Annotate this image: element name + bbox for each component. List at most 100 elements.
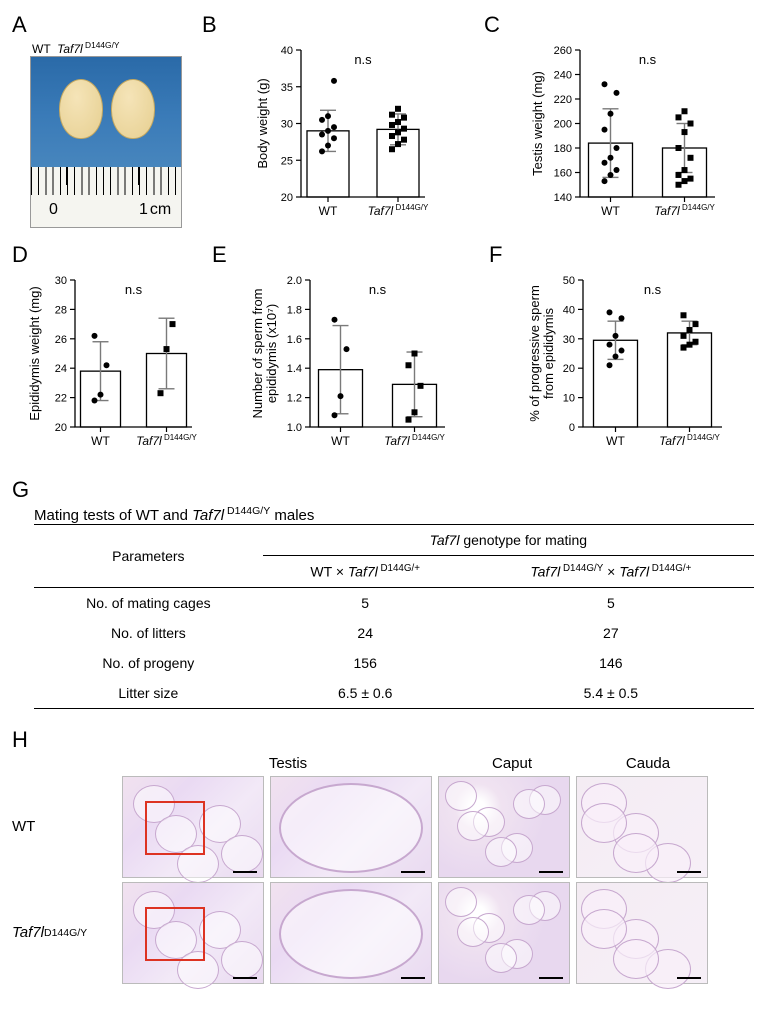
svg-text:25: 25 [281,155,293,167]
svg-text:n.s: n.s [644,282,662,297]
ruler-one: 1cm [139,201,171,219]
panel-d-letter: D [12,242,28,268]
svg-text:28: 28 [54,304,66,316]
panel-b-letter: B [202,12,217,38]
svg-text:140: 140 [553,192,571,204]
svg-text:2.0: 2.0 [287,275,302,287]
svg-text:from epididymis: from epididymis [541,307,556,399]
svg-text:Body weight (g): Body weight (g) [255,78,270,168]
panel-g-letter: G [12,477,766,503]
panel-c-chart: 140160180200220240260Testis weight (mg)W… [528,40,723,225]
panel-h: H Testis Caput Cauda WTTaf7l D144G/Y [12,727,766,984]
panel-f-chart: 01020304050% of progressive spermfrom ep… [525,270,730,455]
table-row: No. of mating cages55 [34,587,754,618]
svg-text:30: 30 [281,119,293,131]
panel-b: B 2025303540Body weight (g)WTTaf7l D144G… [202,12,484,228]
genotype-header: Taf7l genotype for mating [263,525,754,556]
svg-text:1.8: 1.8 [287,304,302,316]
histo-cauda [576,776,708,878]
panel-h-col-labels: Testis Caput Cauda [132,755,766,772]
svg-text:20: 20 [281,192,293,204]
table-row: Litter size6.5 ± 0.65.4 ± 0.5 [34,678,754,709]
svg-text:Taf7l D144G/Y: Taf7l D144G/Y [368,203,429,218]
panel-e-chart: 1.0 1.2 1.4 1.6 1.8 2.0 Number of sperm fromep… [248,270,453,455]
svg-text:26: 26 [54,334,66,346]
svg-text:35: 35 [281,82,293,94]
svg-text:n.s: n.s [354,52,372,67]
ruler: 0 1cm [31,167,181,227]
histology-row-label: Taf7l D144G/Y [12,882,122,984]
svg-text:WT: WT [606,434,625,448]
panel-c-letter: C [484,12,500,38]
histo-caput [438,882,570,984]
col1-header: WT × Taf7l D144G/+ [263,556,468,588]
svg-text:Epididymis weight (mg): Epididymis weight (mg) [27,286,42,420]
svg-text:20: 20 [54,422,66,434]
svg-text:20: 20 [563,363,575,375]
col2-header: Taf7l D144G/Y × Taf7l D144G/+ [468,556,754,588]
panel-c: C 140160180200220240260Testis weight (mg… [484,12,766,228]
svg-text:1.0: 1.0 [287,422,302,434]
svg-text:Number of sperm from: Number of sperm from [250,288,265,418]
h-label-testis: Testis [132,755,444,772]
table-row: No. of progeny156146 [34,648,754,678]
svg-text:n.s: n.s [124,282,142,297]
histo-testis-zoom [270,776,432,878]
svg-text:50: 50 [563,275,575,287]
panel-g-title: Mating tests of WT and Taf7l D144G/Y mal… [34,505,766,524]
panel-a-wt: WT [32,42,50,56]
svg-text:0: 0 [569,422,575,434]
svg-text:Taf7l D144G/Y: Taf7l D144G/Y [384,433,445,448]
histology-row: WT [12,776,766,878]
svg-text:WT: WT [91,434,110,448]
svg-text:epididymis (x10⁷): epididymis (x10⁷) [264,304,279,403]
svg-text:40: 40 [281,45,293,57]
table-row: No. of litters2427 [34,618,754,648]
panel-d-chart: 20 22 24 26 28 30 Epididymis weight (mg) WT Taf7… [25,270,200,455]
svg-text:160: 160 [553,168,571,180]
svg-text:30: 30 [54,275,66,287]
svg-text:Taf7l D144G/Y: Taf7l D144G/Y [659,433,720,448]
panel-a-gene: Taf7l [57,42,83,56]
svg-text:200: 200 [553,119,571,131]
panel-f-letter: F [489,242,502,268]
panel-e-letter: E [212,242,227,268]
panel-f: F 01020304050% of progressive spermfrom … [489,242,766,455]
svg-text:22: 22 [54,393,66,405]
svg-text:1.6: 1.6 [287,334,302,346]
red-zoom-box [145,907,205,961]
svg-text:260: 260 [553,45,571,57]
svg-text:10: 10 [563,393,575,405]
histo-testis-zoom [270,882,432,984]
panel-a-letter: A [12,12,202,38]
panel-a: A WT Taf7l D144G/Y 0 1cm [12,12,202,228]
svg-text:1.4: 1.4 [287,363,302,375]
figure: A WT Taf7l D144G/Y 0 1cm B 20 25 30 35 40 Bod… [12,12,766,984]
histology-row-label: WT [12,776,122,878]
svg-text:WT: WT [331,434,350,448]
histo-cauda [576,882,708,984]
svg-text:n.s: n.s [638,52,656,67]
h-label-cauda: Cauda [580,755,716,772]
ruler-zero: 0 [49,201,108,219]
histology-row: Taf7l D144G/Y [12,882,766,984]
panel-e: E 1.0 1.2 1.4 1.6 1.8 2.0 Number of sperm from… [212,242,489,455]
panel-h-letter: H [12,727,766,753]
svg-text:1.2: 1.2 [287,393,302,405]
mating-table: Parameters Taf7l genotype for mating WT … [34,524,754,709]
histo-testis-low [122,882,264,984]
panel-d: D 20 22 24 26 28 30 Epididymis weight (mg) WT Ta… [12,242,212,455]
svg-text:180: 180 [553,143,571,155]
panel-a-sup: D144G/Y [83,40,120,50]
svg-text:240: 240 [553,70,571,82]
testis-wt [59,79,103,139]
svg-text:Taf7l D144G/Y: Taf7l D144G/Y [136,433,197,448]
testis-mut [111,79,155,139]
panel-a-labels: WT Taf7l D144G/Y [12,40,202,56]
row-def: D 20 22 24 26 28 30 Epididymis weight (mg) WT Ta… [12,242,766,455]
svg-text:24: 24 [54,363,66,375]
panel-b-chart: 2025303540Body weight (g)WTTaf7l D144G/Y… [253,40,433,225]
h-label-caput: Caput [444,755,580,772]
svg-text:WT: WT [601,204,620,218]
param-header: Parameters [34,525,263,588]
